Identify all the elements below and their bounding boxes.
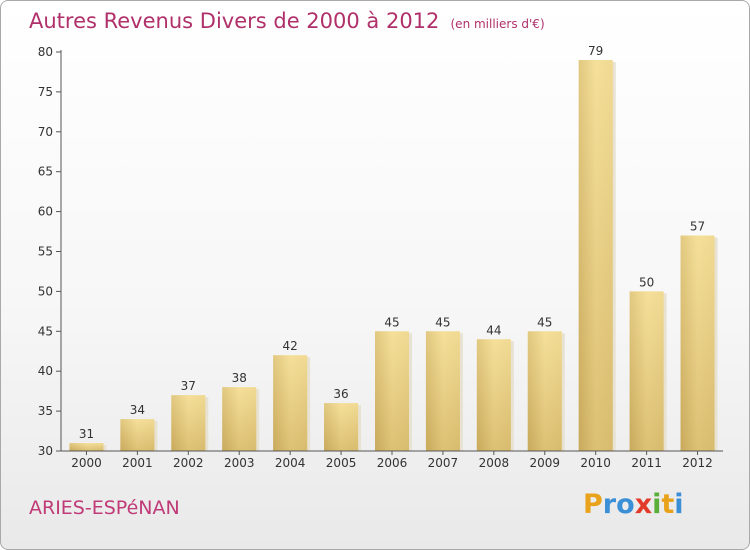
x-tick-label: 2011 <box>631 456 662 470</box>
bar-shine <box>629 291 664 451</box>
bar-shine <box>527 331 562 451</box>
bar-shine <box>171 395 206 451</box>
y-tick-label: 55 <box>38 245 53 259</box>
bar-shine <box>273 355 308 451</box>
data-label: 38 <box>232 371 247 385</box>
x-tick-label: 2010 <box>580 456 611 470</box>
x-tick-label: 2009 <box>529 456 560 470</box>
bar-shine <box>222 387 257 451</box>
data-label: 34 <box>130 403 145 417</box>
logo-letter: i <box>652 489 662 520</box>
x-tick-label: 2003 <box>224 456 255 470</box>
data-label: 45 <box>384 315 399 329</box>
bar-2011 <box>629 291 667 451</box>
data-label: 79 <box>588 44 603 58</box>
x-tick-label: 2004 <box>275 456 306 470</box>
chart-title: Autres Revenus Divers de 2000 à 2012 <box>29 9 440 33</box>
bar-2004 <box>273 355 311 451</box>
bar-2005 <box>324 403 362 451</box>
y-tick-label: 75 <box>38 85 53 99</box>
bar-shine <box>680 235 715 451</box>
data-label: 31 <box>79 427 94 441</box>
bar-2003 <box>222 387 260 451</box>
labels-layer: 31 2000 34 2001 37 2002 38 2003 42 2004 36 2005 45 20… <box>38 44 713 470</box>
logo-letter: o <box>616 489 635 520</box>
data-label: 42 <box>283 339 298 353</box>
x-tick-label: 2005 <box>326 456 357 470</box>
y-tick-label: 35 <box>38 404 53 418</box>
bar-shine <box>375 331 409 451</box>
logo-letter: t <box>661 489 675 520</box>
x-tick-label: 2007 <box>428 456 459 470</box>
data-label: 44 <box>486 323 501 337</box>
y-tick-label: 60 <box>38 205 53 219</box>
x-tick-label: 2000 <box>71 456 102 470</box>
x-tick-label: 2008 <box>479 456 510 470</box>
y-tick-label: 30 <box>38 444 53 458</box>
data-label: 57 <box>690 220 705 234</box>
bar-2006 <box>375 331 412 451</box>
logo-letter: x <box>634 489 653 520</box>
bar-2008 <box>476 339 514 451</box>
x-tick-label: 2006 <box>377 456 408 470</box>
y-tick-label: 45 <box>38 324 53 338</box>
bar-2009 <box>527 331 565 451</box>
x-tick-label: 2001 <box>122 456 153 470</box>
bar-2010 <box>578 59 616 451</box>
bar-2000 <box>69 443 107 451</box>
chart-subtitle: (en milliers d'€) <box>450 17 545 31</box>
data-label: 45 <box>537 315 552 329</box>
bar-shine <box>120 419 155 451</box>
x-tick-label: 2002 <box>173 456 204 470</box>
bar-shine <box>578 59 613 451</box>
y-tick-label: 80 <box>38 45 53 59</box>
place-name: ARIES-ESPéNAN <box>29 497 180 519</box>
bar-2007 <box>425 331 463 451</box>
data-label: 36 <box>333 387 348 401</box>
bar-shine <box>69 443 104 451</box>
logo-letter: i <box>674 489 684 520</box>
axis-layer <box>56 50 723 455</box>
y-tick-label: 70 <box>38 125 53 139</box>
bar-2012 <box>680 235 718 451</box>
data-label: 50 <box>639 275 654 289</box>
logo-letter: P <box>583 489 603 520</box>
logo-letter: r <box>602 489 617 520</box>
bar-2002 <box>171 395 209 451</box>
proxiti-logo: Proxiti <box>583 489 684 520</box>
bars-layer <box>69 59 718 451</box>
bar-shine <box>425 331 460 451</box>
y-tick-label: 65 <box>38 165 53 179</box>
bar-shine <box>476 339 511 451</box>
bar-shine <box>324 403 359 451</box>
data-label: 37 <box>181 379 196 393</box>
y-tick-label: 50 <box>38 284 53 298</box>
x-tick-label: 2012 <box>682 456 713 470</box>
bar-2001 <box>120 419 158 451</box>
y-tick-label: 40 <box>38 364 53 378</box>
title-block: Autres Revenus Divers de 2000 à 2012 (en… <box>29 9 545 33</box>
data-label: 45 <box>435 315 450 329</box>
